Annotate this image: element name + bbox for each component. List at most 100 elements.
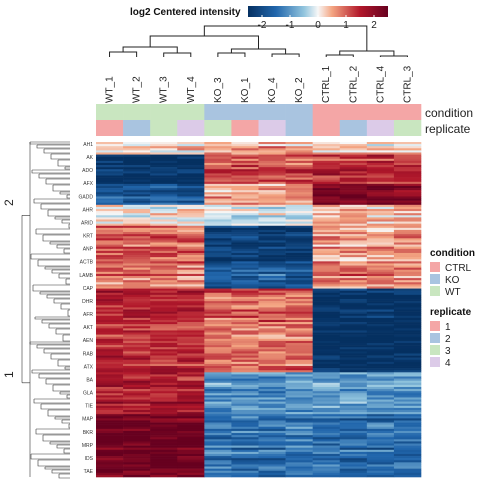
heatmap-cell: [231, 319, 259, 323]
heatmap-cell: [393, 399, 422, 402]
heatmap-cell: [393, 257, 422, 260]
heatmap-cell: [339, 301, 368, 304]
heatmap-cell: [285, 464, 313, 467]
heatmap-cell: [393, 269, 422, 273]
heatmap-cell: [393, 474, 422, 478]
heatmap-cell: [285, 167, 313, 170]
heatmap-cell: [96, 192, 124, 195]
heatmap-cell: [393, 152, 422, 155]
heatmap-cell: [96, 420, 124, 423]
heatmap-cell: [258, 276, 286, 279]
heatmap-cell: [123, 366, 151, 369]
heatmap-cell: [339, 416, 368, 419]
heatmap-cell: [96, 462, 124, 465]
heatmap-cell: [123, 301, 151, 304]
heatmap-cell: [204, 294, 232, 298]
heatmap-cell: [150, 236, 178, 239]
heatmap-cell: [123, 299, 151, 302]
row-label: CAP: [83, 286, 94, 292]
heatmap-cell: [339, 380, 368, 384]
heatmap-cell: [393, 282, 422, 285]
heatmap-cell: [339, 250, 368, 254]
heatmap-cell: [150, 181, 178, 185]
heatmap-cell: [366, 196, 395, 199]
heatmap-cell: [258, 307, 286, 310]
heatmap-cell: [96, 200, 124, 204]
heatmap-cell: [231, 234, 259, 237]
heatmap-cell: [204, 412, 232, 415]
heatmap-cell: [285, 236, 313, 239]
heatmap-cell: [366, 343, 395, 346]
heatmap-cell: [285, 399, 313, 402]
heatmap-cell: [339, 238, 368, 241]
heatmap-cell: [285, 405, 313, 409]
heatmap-cell: [339, 357, 368, 361]
heatmap-cell: [231, 376, 259, 379]
heatmap-cell: [366, 202, 395, 206]
heatmap-cell: [204, 443, 232, 446]
heatmap-cell: [96, 474, 124, 478]
heatmap-cell: [285, 410, 313, 413]
heatmap-cell: [258, 167, 286, 170]
heatmap-cell: [150, 234, 178, 237]
heatmap-cell: [123, 474, 151, 478]
heatmap-cell: [393, 338, 422, 342]
row-dendrogram-branch: [49, 441, 70, 445]
heatmap-cell: [204, 407, 232, 411]
heatmap-cell: [366, 332, 395, 335]
heatmap-cell: [177, 296, 205, 300]
heatmap-cell: [150, 261, 178, 264]
heatmap-cell: [393, 357, 422, 361]
heatmap-cell: [393, 426, 422, 430]
heatmap-cell: [339, 460, 368, 463]
row-dendrogram-branch: [38, 373, 70, 379]
heatmap-cell: [177, 307, 205, 310]
row-label: DHR: [82, 299, 93, 305]
heatmap-cell: [177, 267, 205, 271]
heatmap-cell: [366, 418, 395, 421]
heatmap-cell: [285, 359, 313, 363]
replicate-annotation-bar: [96, 120, 422, 136]
heatmap-cell: [366, 330, 395, 333]
heatmap-cell: [285, 347, 313, 350]
heatmap-cell: [312, 328, 341, 331]
heatmap-cell: [312, 464, 341, 467]
heatmap-cell: [339, 441, 368, 444]
heatmap-cell: [339, 284, 368, 287]
heatmap-cell: [366, 414, 395, 417]
heatmap-cell: [339, 433, 368, 436]
heatmap-cell: [285, 169, 313, 172]
heatmap-cell: [393, 458, 422, 461]
heatmap-cell: [177, 317, 205, 321]
row-dendrogram-branch: [61, 419, 70, 424]
heatmap-cell: [258, 330, 286, 333]
heatmap-cell: [177, 311, 205, 314]
column-dendrogram-branch: [217, 52, 246, 57]
heatmap-cell: [123, 451, 151, 455]
heatmap-cell: [366, 322, 395, 325]
row-dendrogram-branch: [30, 453, 70, 460]
heatmap-cell: [177, 428, 205, 432]
heatmap-cell: [177, 152, 205, 155]
heatmap-cell: [231, 447, 259, 451]
heatmap-cell: [393, 219, 422, 222]
heatmap-cell: [339, 395, 368, 398]
heatmap-cell: [177, 340, 205, 344]
heatmap-cell: [123, 175, 151, 178]
heatmap-cell: [96, 466, 124, 469]
heatmap-cell: [204, 460, 232, 463]
legend-swatch: [430, 262, 440, 272]
heatmap-cell: [339, 368, 368, 371]
heatmap-cell: [339, 439, 368, 442]
heatmap-cell: [231, 405, 259, 409]
heatmap-cell: [150, 393, 178, 396]
heatmap-cell: [96, 142, 124, 145]
heatmap-cell: [123, 169, 151, 172]
heatmap-cell: [177, 456, 205, 459]
heatmap-cell: [366, 211, 395, 214]
heatmap-cell: [177, 236, 205, 239]
heatmap-cell: [285, 173, 313, 176]
heatmap-cell: [123, 252, 151, 256]
heatmap-cell: [258, 380, 286, 384]
condition-annotation-cell: [204, 104, 232, 120]
